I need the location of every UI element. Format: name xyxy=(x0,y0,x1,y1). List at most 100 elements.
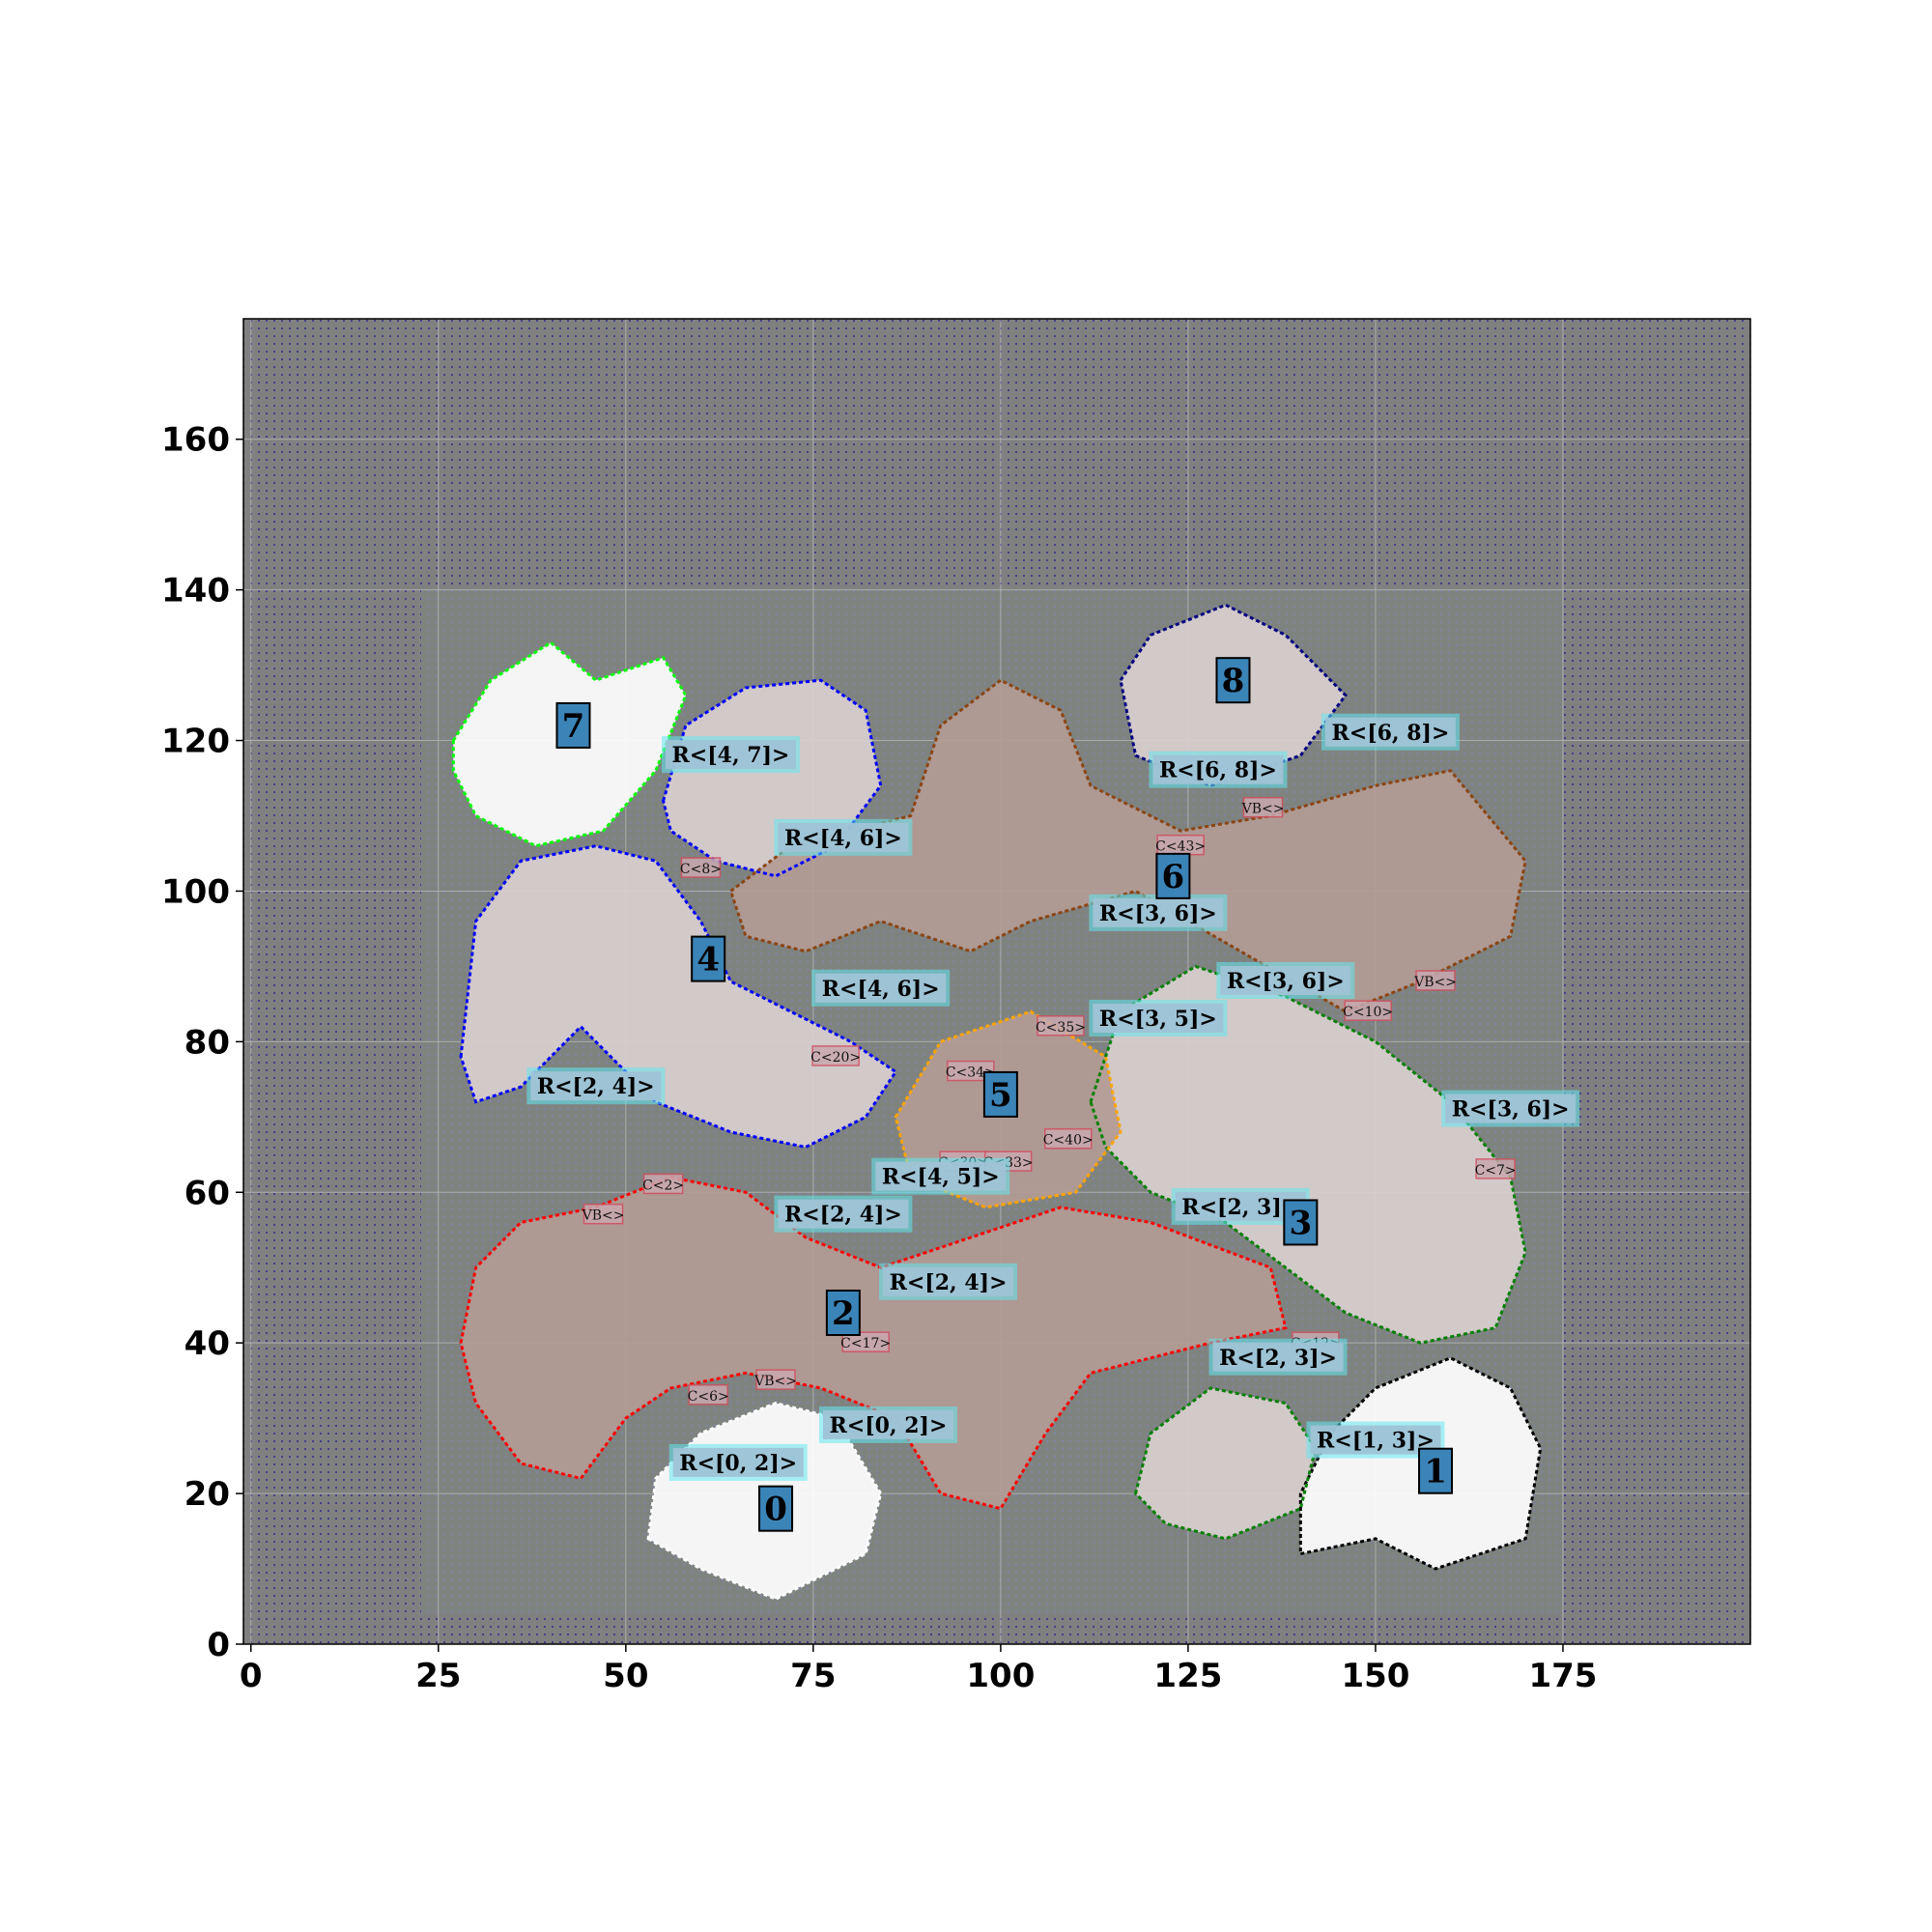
connection-label: R<[2, 4]> xyxy=(784,1203,902,1228)
connection-label: R<[4, 7]> xyxy=(672,743,790,768)
room-label: 1 xyxy=(1424,1453,1447,1492)
plot-frame xyxy=(242,318,1751,1645)
corridor-label: VB<> xyxy=(1241,802,1285,817)
room-label: 3 xyxy=(1289,1204,1312,1242)
connection-label-box xyxy=(875,1161,1007,1191)
room-label-box xyxy=(758,1485,794,1532)
y-tick-label: 0 xyxy=(207,1626,230,1664)
room-label: 4 xyxy=(696,941,720,980)
corridor-label: C<43> xyxy=(1155,839,1206,855)
corridor-label: VB<> xyxy=(582,1208,625,1224)
corridor-label-box xyxy=(811,1045,860,1066)
corridor-label-box xyxy=(841,1331,890,1352)
room-8-area-outline xyxy=(1119,603,1348,787)
y-tick-label: 160 xyxy=(161,421,230,460)
y-tick-label: 20 xyxy=(185,1475,230,1514)
connection-label: R<[3, 5]> xyxy=(1099,1007,1217,1032)
connection-label: R<[4, 5]> xyxy=(882,1165,1000,1190)
x-tick-label: 25 xyxy=(415,1657,461,1695)
room-3-area xyxy=(1091,966,1526,1344)
corridor-label-box xyxy=(1037,1015,1085,1037)
connection-label: R<[4, 6]> xyxy=(822,977,940,1002)
connection-label-box xyxy=(815,973,947,1003)
x-tick-label: 150 xyxy=(1341,1657,1409,1695)
connection-label: R<[2, 3]> xyxy=(1219,1346,1337,1371)
connection-label-box xyxy=(1212,1342,1344,1372)
connection-label-box xyxy=(1220,966,1351,995)
x-tick-label: 0 xyxy=(240,1657,263,1695)
connection-label-box xyxy=(1324,717,1456,747)
connection-label-box xyxy=(672,1447,804,1477)
corridor-label-box xyxy=(947,1060,995,1082)
room-6-area-outline xyxy=(728,678,1527,1013)
room-4-area xyxy=(461,845,896,1148)
corridor-label: C<10> xyxy=(1343,1005,1393,1020)
connection-label: R<[1, 3]> xyxy=(1317,1429,1435,1454)
connection-label: R<[3, 6]> xyxy=(1099,901,1217,926)
corridor-label: C<8> xyxy=(680,862,722,877)
corridor-label-box xyxy=(680,857,722,878)
x-tick-label: 100 xyxy=(966,1657,1035,1695)
connection-label: R<[2, 4]> xyxy=(890,1270,1008,1295)
room-label-box xyxy=(1215,657,1251,704)
corridor-label: C<40> xyxy=(1043,1133,1094,1149)
x-tick-label: 125 xyxy=(1153,1657,1222,1695)
room-5-area-outline xyxy=(894,1009,1122,1209)
corridor-label-box xyxy=(1043,1127,1093,1150)
room-0-area-outline xyxy=(646,1401,883,1601)
corridor-label: C<20> xyxy=(810,1050,861,1065)
connection-label-box xyxy=(665,740,796,770)
connection-label-box xyxy=(1152,754,1284,784)
room-label-box xyxy=(1155,852,1191,899)
corridor-label: VB<> xyxy=(753,1374,797,1389)
connection-label: R<[2, 4]> xyxy=(537,1074,655,1099)
room-label: 5 xyxy=(989,1076,1012,1115)
corridor-label-box xyxy=(642,1173,684,1195)
x-tick-label: 75 xyxy=(790,1657,836,1695)
connection-label: R<[0, 2]> xyxy=(679,1451,797,1476)
corridor-label: C<17> xyxy=(840,1336,891,1351)
x-tick-label: 50 xyxy=(603,1657,648,1695)
connection-label: R<[2, 3]> xyxy=(1181,1195,1299,1220)
connection-label: R<[3, 6]> xyxy=(1452,1097,1570,1122)
corridor-label: C<6> xyxy=(688,1389,729,1405)
corridor-label-box xyxy=(688,1384,728,1406)
room-label-box xyxy=(555,701,591,749)
corridor-label: C<7> xyxy=(1475,1163,1517,1179)
room-3-lower-area xyxy=(1135,1387,1316,1539)
y-tick-label: 100 xyxy=(161,872,230,911)
room-label: 7 xyxy=(562,707,585,746)
connection-label-box xyxy=(530,1071,662,1101)
connection-label-box xyxy=(1445,1094,1577,1123)
connection-label-box xyxy=(1093,897,1224,927)
connection-label: R<[4, 6]> xyxy=(784,826,902,851)
room-6-area xyxy=(730,680,1526,1012)
corridor-label-box xyxy=(1242,796,1284,818)
connection-label: R<[3, 6]> xyxy=(1227,969,1345,994)
corridor-label: C<35> xyxy=(1036,1020,1086,1036)
corridor-label-box xyxy=(1415,970,1456,991)
connection-label-box xyxy=(822,1409,953,1439)
room-label-box xyxy=(1418,1447,1454,1494)
corridor-label: VB<> xyxy=(1413,975,1457,990)
x-tick-label: 175 xyxy=(1528,1657,1597,1695)
room-label: 6 xyxy=(1162,858,1185,896)
connection-label-box xyxy=(883,1266,1014,1296)
corridor-label-box xyxy=(1344,1000,1392,1021)
y-tick-label: 80 xyxy=(185,1023,230,1062)
room-label-box xyxy=(691,935,726,982)
room-label: 2 xyxy=(832,1294,855,1333)
room-label-box xyxy=(825,1290,861,1336)
connection-label: R<[6, 8]> xyxy=(1159,758,1277,783)
connection-label: R<[6, 8]> xyxy=(1332,721,1450,746)
y-tick-label: 40 xyxy=(185,1324,230,1363)
room-label-box xyxy=(1283,1199,1319,1246)
corridor-label: C<2> xyxy=(642,1178,684,1193)
y-tick-label: 60 xyxy=(185,1174,230,1212)
room-label-box xyxy=(982,1070,1018,1118)
room-4-upper-area-outline xyxy=(662,678,883,878)
room-label: 0 xyxy=(764,1491,787,1529)
connection-label-box xyxy=(778,1199,909,1229)
